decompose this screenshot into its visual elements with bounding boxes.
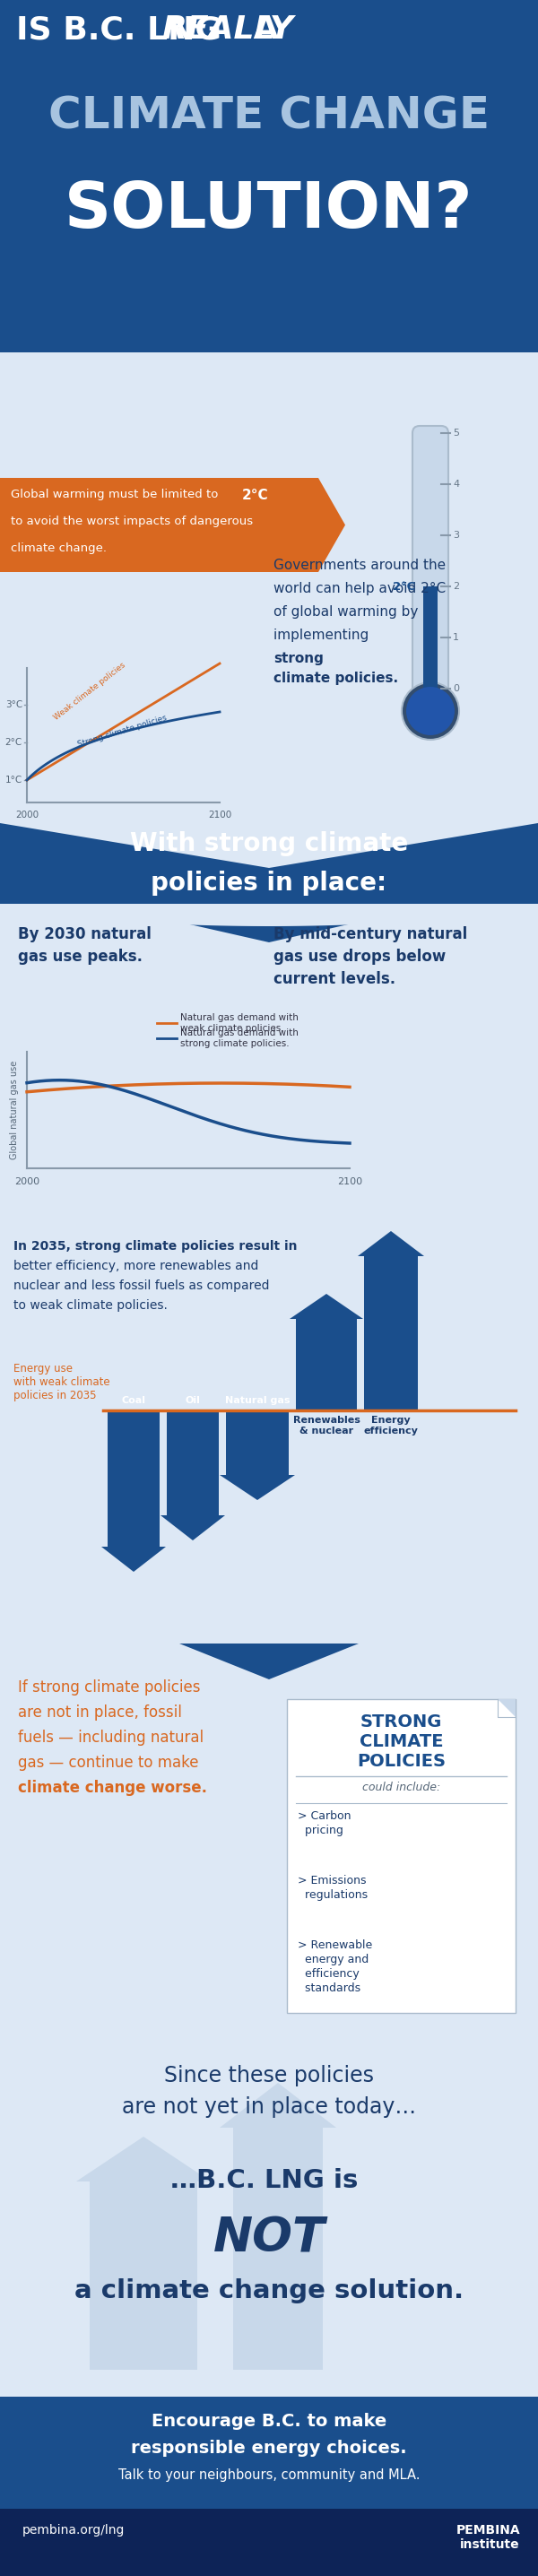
Text: Coal: Coal: [122, 1396, 146, 1404]
Polygon shape: [0, 353, 538, 415]
FancyArrow shape: [101, 1412, 166, 1571]
Bar: [0, 2396, 538, 2576]
Text: climate policies.: climate policies.: [273, 672, 398, 685]
FancyArrow shape: [220, 1412, 295, 1499]
Text: With strong climate: With strong climate: [130, 832, 408, 855]
Text: are not in place, fossil: are not in place, fossil: [18, 1705, 182, 1721]
Text: 0: 0: [453, 685, 459, 693]
FancyArrow shape: [289, 1293, 363, 1412]
Text: policies in place:: policies in place:: [151, 871, 387, 896]
Bar: [287, 1700, 515, 2012]
Text: Weak climate policies: Weak climate policies: [52, 662, 126, 721]
Text: Strong climate policies: Strong climate policies: [76, 714, 167, 750]
Text: are not yet in place today…: are not yet in place today…: [122, 2097, 416, 2117]
FancyBboxPatch shape: [413, 425, 448, 696]
Text: By 2030 natural
gas use peaks.: By 2030 natural gas use peaks.: [18, 927, 151, 966]
Text: Encourage B.C. to make: Encourage B.C. to make: [151, 2414, 387, 2429]
Bar: [0, 2509, 538, 2576]
Text: By mid-century natural
gas use drops below
current levels.: By mid-century natural gas use drops bel…: [273, 927, 468, 987]
Text: In 2035, strong climate policies result in: In 2035, strong climate policies result …: [13, 1239, 297, 1252]
Text: to weak climate policies.: to weak climate policies.: [13, 1298, 167, 1311]
Text: 3°C: 3°C: [5, 701, 23, 708]
Text: Natural gas: Natural gas: [225, 1396, 290, 1404]
Text: > Carbon
  pricing: > Carbon pricing: [298, 1811, 351, 1837]
Text: Oil: Oil: [185, 1396, 200, 1404]
FancyArrow shape: [358, 1231, 424, 1412]
Bar: [0, 0, 538, 353]
Bar: [0, 1221, 538, 1643]
Text: nuclear and less fossil fuels as compared: nuclear and less fossil fuels as compare…: [13, 1280, 270, 1293]
Text: Global natural gas use: Global natural gas use: [10, 1061, 19, 1159]
Text: 5: 5: [453, 428, 459, 438]
Text: NOT: NOT: [213, 2215, 325, 2262]
Bar: [0, 819, 538, 909]
Text: 2: 2: [453, 582, 459, 590]
Text: CLIMATE CHANGE: CLIMATE CHANGE: [48, 95, 490, 137]
Text: implementing: implementing: [273, 629, 373, 641]
Text: 3: 3: [453, 531, 459, 541]
Text: gas — continue to make: gas — continue to make: [18, 1754, 199, 1770]
Text: Renewables
& nuclear: Renewables & nuclear: [293, 1417, 360, 1435]
Text: fuels — including natural: fuels — including natural: [18, 1728, 204, 1747]
Polygon shape: [179, 1643, 359, 1680]
Text: Energy
efficiency: Energy efficiency: [364, 1417, 418, 1435]
Polygon shape: [0, 479, 345, 572]
Text: …B.C. LNG is: …B.C. LNG is: [171, 2169, 367, 2192]
Text: a climate change solution.: a climate change solution.: [74, 2277, 464, 2303]
Text: > Emissions
  regulations: > Emissions regulations: [298, 1875, 368, 1901]
Text: 1°C: 1°C: [5, 775, 23, 786]
FancyArrow shape: [160, 1412, 225, 1540]
Circle shape: [402, 683, 459, 739]
Bar: [0, 909, 538, 1221]
Text: Since these policies: Since these policies: [164, 2066, 374, 2087]
Text: PEMBINA
institute: PEMBINA institute: [456, 2524, 520, 2550]
Text: REALLY: REALLY: [161, 15, 293, 44]
Text: 2°C: 2°C: [242, 489, 268, 502]
Bar: [423, 587, 437, 688]
Circle shape: [406, 688, 455, 734]
Text: pembina.org/lng: pembina.org/lng: [23, 2524, 125, 2537]
Text: of global warming by: of global warming by: [273, 605, 418, 618]
Text: 2000: 2000: [15, 811, 39, 819]
Text: climate change.: climate change.: [11, 544, 107, 554]
Text: CLIMATE: CLIMATE: [359, 1734, 443, 1749]
Bar: [0, 353, 538, 819]
Text: POLICIES: POLICIES: [357, 1752, 445, 1770]
Polygon shape: [498, 1700, 515, 1718]
Text: SOLUTION?: SOLUTION?: [65, 180, 473, 242]
Text: A: A: [242, 15, 279, 44]
Text: Natural gas demand with
strong climate policies.: Natural gas demand with strong climate p…: [180, 1028, 299, 1048]
Text: to avoid the worst impacts of dangerous: to avoid the worst impacts of dangerous: [11, 515, 253, 528]
Text: Energy use
with weak climate
policies in 2035: Energy use with weak climate policies in…: [13, 1363, 110, 1401]
Text: 2100: 2100: [208, 811, 231, 819]
Polygon shape: [0, 819, 538, 868]
Text: > Renewable
  energy and
  efficiency
  standards: > Renewable energy and efficiency standa…: [298, 1940, 372, 1994]
Text: Governments around the: Governments around the: [273, 559, 446, 572]
Polygon shape: [0, 881, 538, 943]
Bar: [0, 1643, 538, 2038]
Text: IS B.C. LNG: IS B.C. LNG: [16, 15, 233, 44]
Text: 2°C: 2°C: [5, 737, 23, 747]
Text: 2000: 2000: [15, 1177, 39, 1185]
Text: STRONG: STRONG: [360, 1713, 442, 1731]
Text: Natural gas demand with
weak climate policies.: Natural gas demand with weak climate pol…: [180, 1012, 299, 1033]
Text: climate change worse.: climate change worse.: [18, 1780, 207, 1795]
Text: 1: 1: [453, 634, 459, 641]
Text: strong: strong: [273, 652, 323, 665]
Text: 4: 4: [453, 479, 459, 489]
Text: could include:: could include:: [362, 1783, 441, 1793]
Polygon shape: [0, 322, 538, 397]
FancyArrow shape: [76, 2136, 211, 2370]
FancyArrow shape: [220, 2084, 336, 2370]
Text: If strong climate policies: If strong climate policies: [18, 1680, 200, 1695]
Text: 2100: 2100: [337, 1177, 362, 1185]
Text: Talk to your neighbours, community and MLA.: Talk to your neighbours, community and M…: [118, 2468, 420, 2481]
Text: 2°C: 2°C: [393, 580, 415, 592]
Text: Global warming must be limited to: Global warming must be limited to: [11, 489, 222, 500]
Bar: [0, 2038, 538, 2396]
Text: world can help avoid 2°C: world can help avoid 2°C: [273, 582, 446, 595]
Text: responsible energy choices.: responsible energy choices.: [131, 2439, 407, 2458]
Text: better efficiency, more renewables and: better efficiency, more renewables and: [13, 1260, 259, 1273]
